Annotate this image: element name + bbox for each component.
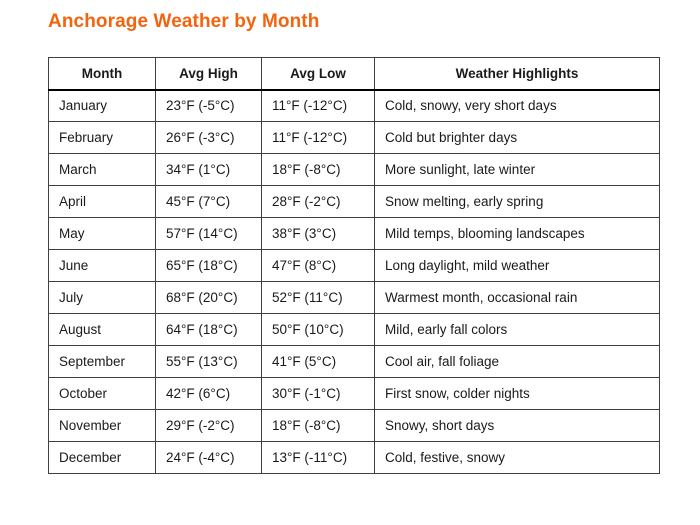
cell-highlights: Cold but brighter days (374, 121, 660, 154)
cell-highlights: Snowy, short days (374, 409, 660, 442)
cell-highlights: Long daylight, mild weather (374, 249, 660, 282)
cell-month: April (48, 185, 156, 218)
table-row: February 26°F (-3°C) 11°F (-12°C) Cold b… (48, 121, 660, 154)
column-header-highlights: Weather Highlights (374, 57, 660, 91)
cell-highlights: Mild, early fall colors (374, 313, 660, 346)
cell-avg-high: 29°F (-2°C) (155, 409, 262, 442)
table-header-row: Month Avg High Avg Low Weather Highlight… (48, 57, 660, 91)
cell-avg-high: 45°F (7°C) (155, 185, 262, 218)
cell-month: December (48, 441, 156, 474)
cell-avg-high: 65°F (18°C) (155, 249, 262, 282)
cell-month: October (48, 377, 156, 410)
cell-avg-low: 52°F (11°C) (261, 281, 375, 314)
cell-highlights: Cool air, fall foliage (374, 345, 660, 378)
cell-avg-high: 57°F (14°C) (155, 217, 262, 250)
cell-avg-low: 18°F (-8°C) (261, 409, 375, 442)
cell-month: July (48, 281, 156, 314)
cell-avg-low: 38°F (3°C) (261, 217, 375, 250)
table-row: March 34°F (1°C) 18°F (-8°C) More sunlig… (48, 153, 660, 186)
cell-avg-high: 64°F (18°C) (155, 313, 262, 346)
cell-avg-high: 23°F (-5°C) (155, 89, 262, 122)
page-title: Anchorage Weather by Month (48, 11, 320, 32)
cell-month: June (48, 249, 156, 282)
table-row: September 55°F (13°C) 41°F (5°C) Cool ai… (48, 345, 660, 378)
cell-highlights: Cold, snowy, very short days (374, 89, 660, 122)
cell-avg-high: 34°F (1°C) (155, 153, 262, 186)
cell-avg-high: 42°F (6°C) (155, 377, 262, 410)
cell-highlights: Cold, festive, snowy (374, 441, 660, 474)
cell-month: November (48, 409, 156, 442)
weather-table: Month Avg High Avg Low Weather Highlight… (48, 57, 660, 474)
table-row: July 68°F (20°C) 52°F (11°C) Warmest mon… (48, 281, 660, 314)
cell-highlights: Warmest month, occasional rain (374, 281, 660, 314)
cell-highlights: More sunlight, late winter (374, 153, 660, 186)
cell-month: May (48, 217, 156, 250)
cell-avg-low: 11°F (-12°C) (261, 121, 375, 154)
column-header-avg-low: Avg Low (261, 57, 375, 91)
cell-avg-low: 28°F (-2°C) (261, 185, 375, 218)
table-row: January 23°F (-5°C) 11°F (-12°C) Cold, s… (48, 89, 660, 122)
cell-highlights: Snow melting, early spring (374, 185, 660, 218)
table-row: August 64°F (18°C) 50°F (10°C) Mild, ear… (48, 313, 660, 346)
cell-avg-low: 11°F (-12°C) (261, 89, 375, 122)
cell-highlights: First snow, colder nights (374, 377, 660, 410)
cell-month: September (48, 345, 156, 378)
table-row: April 45°F (7°C) 28°F (-2°C) Snow meltin… (48, 185, 660, 218)
cell-highlights: Mild temps, blooming landscapes (374, 217, 660, 250)
table-row: December 24°F (-4°C) 13°F (-11°C) Cold, … (48, 441, 660, 474)
cell-avg-low: 41°F (5°C) (261, 345, 375, 378)
cell-avg-low: 47°F (8°C) (261, 249, 375, 282)
cell-avg-high: 24°F (-4°C) (155, 441, 262, 474)
cell-avg-low: 18°F (-8°C) (261, 153, 375, 186)
cell-month: January (48, 89, 156, 122)
cell-avg-high: 26°F (-3°C) (155, 121, 262, 154)
table-row: November 29°F (-2°C) 18°F (-8°C) Snowy, … (48, 409, 660, 442)
cell-avg-low: 13°F (-11°C) (261, 441, 375, 474)
table-row: October 42°F (6°C) 30°F (-1°C) First sno… (48, 377, 660, 410)
cell-avg-low: 30°F (-1°C) (261, 377, 375, 410)
cell-month: February (48, 121, 156, 154)
table-row: May 57°F (14°C) 38°F (3°C) Mild temps, b… (48, 217, 660, 250)
column-header-avg-high: Avg High (155, 57, 262, 91)
table-row: June 65°F (18°C) 47°F (8°C) Long dayligh… (48, 249, 660, 282)
cell-avg-high: 68°F (20°C) (155, 281, 262, 314)
column-header-month: Month (48, 57, 156, 91)
cell-month: March (48, 153, 156, 186)
cell-avg-low: 50°F (10°C) (261, 313, 375, 346)
cell-month: August (48, 313, 156, 346)
cell-avg-high: 55°F (13°C) (155, 345, 262, 378)
